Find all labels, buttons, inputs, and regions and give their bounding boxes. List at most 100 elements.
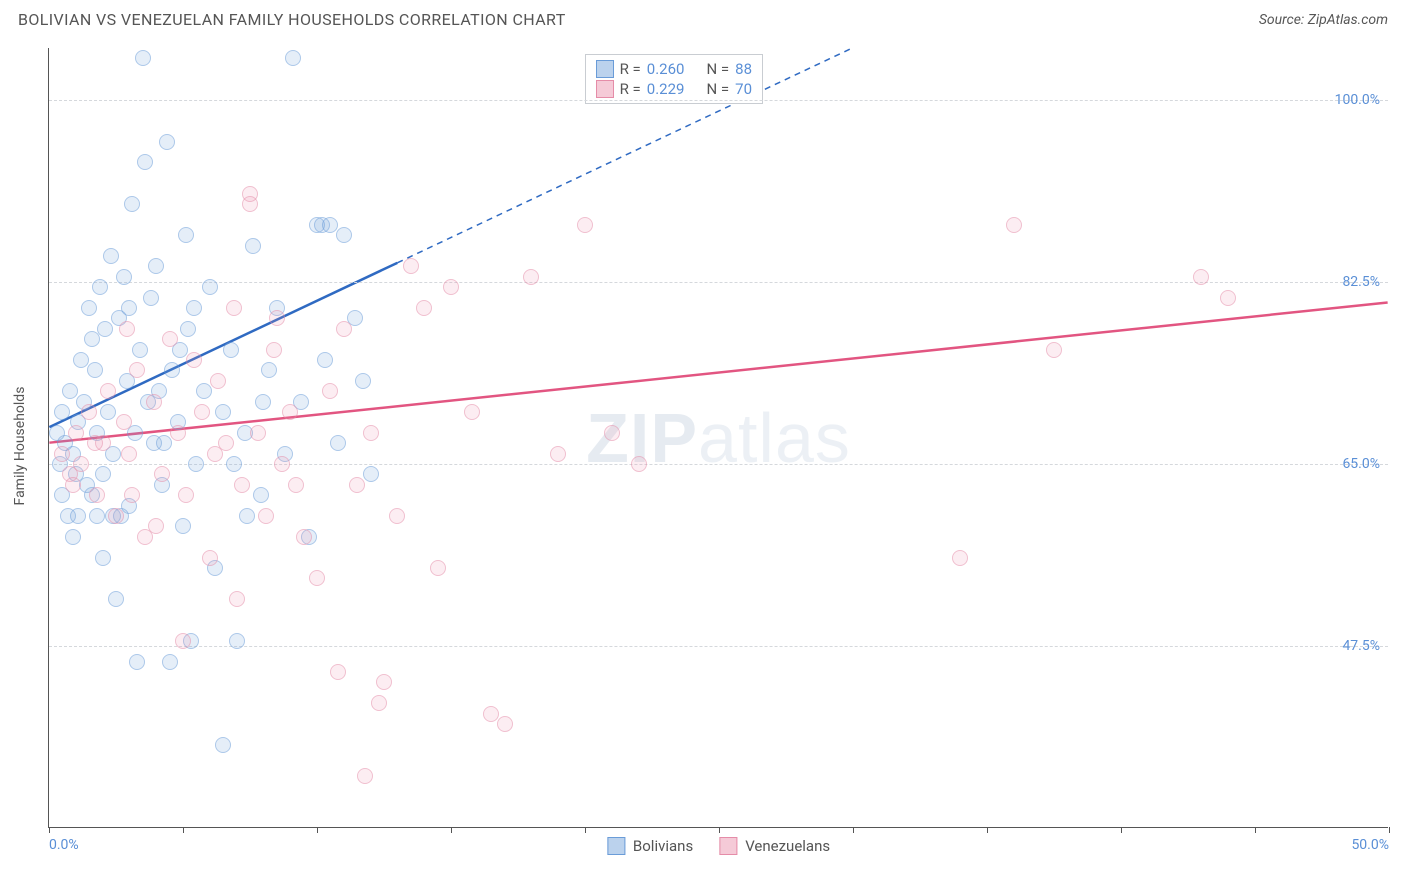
data-point-blue: [330, 435, 346, 451]
data-point-pink: [73, 456, 89, 472]
data-point-blue: [215, 737, 231, 753]
x-tick-mark: [451, 827, 452, 833]
x-tick-label: 0.0%: [49, 837, 79, 853]
data-point-pink: [89, 487, 105, 503]
swatch-pink-icon: [719, 837, 737, 855]
x-tick-mark: [1255, 827, 1256, 833]
x-tick-mark: [1389, 827, 1390, 833]
data-point-pink: [121, 446, 137, 462]
scatter-chart: ZIPatlas R = 0.260 N = 88 R = 0.229 N = …: [48, 48, 1388, 828]
n-value: 70: [735, 80, 752, 98]
data-point-pink: [1220, 290, 1236, 306]
data-point-pink: [604, 425, 620, 441]
data-point-blue: [70, 508, 86, 524]
data-point-pink: [250, 425, 266, 441]
data-point-pink: [202, 550, 218, 566]
data-point-blue: [81, 300, 97, 316]
data-point-pink: [178, 487, 194, 503]
data-point-pink: [100, 383, 116, 399]
legend-label: Venezuelans: [745, 837, 830, 855]
data-point-blue: [87, 362, 103, 378]
data-point-blue: [285, 50, 301, 66]
data-point-blue: [178, 227, 194, 243]
data-point-blue: [108, 591, 124, 607]
data-point-blue: [129, 654, 145, 670]
x-tick-mark: [719, 827, 720, 833]
data-point-pink: [234, 477, 250, 493]
n-label: N =: [706, 80, 729, 98]
data-point-pink: [349, 477, 365, 493]
data-point-blue: [196, 383, 212, 399]
y-tick-label: 47.5%: [1342, 638, 1380, 654]
data-point-blue: [215, 404, 231, 420]
data-point-blue: [124, 196, 140, 212]
data-point-pink: [124, 487, 140, 503]
data-point-blue: [164, 362, 180, 378]
data-point-pink: [309, 570, 325, 586]
data-point-pink: [336, 321, 352, 337]
x-tick-mark: [183, 827, 184, 833]
data-point-pink: [631, 456, 647, 472]
data-point-blue: [95, 550, 111, 566]
data-point-blue: [137, 154, 153, 170]
data-point-pink: [207, 446, 223, 462]
data-point-pink: [523, 269, 539, 285]
y-tick-label: 65.0%: [1342, 456, 1380, 472]
data-point-blue: [336, 227, 352, 243]
data-point-pink: [464, 404, 480, 420]
data-point-pink: [416, 300, 432, 316]
data-point-pink: [87, 435, 103, 451]
data-point-pink: [357, 768, 373, 784]
data-point-pink: [65, 477, 81, 493]
data-point-pink: [148, 518, 164, 534]
data-point-pink: [363, 425, 379, 441]
data-point-pink: [269, 310, 285, 326]
r-label: R =: [620, 60, 641, 78]
n-value: 88: [735, 60, 752, 78]
source-name: ZipAtlas.com: [1308, 12, 1388, 28]
gridline: [49, 464, 1388, 465]
data-point-blue: [132, 342, 148, 358]
data-point-pink: [371, 695, 387, 711]
data-point-pink: [175, 633, 191, 649]
data-point-blue: [135, 50, 151, 66]
data-point-pink: [443, 279, 459, 295]
r-label: R =: [620, 80, 641, 98]
x-tick-mark: [49, 827, 50, 833]
data-point-blue: [317, 352, 333, 368]
data-point-pink: [330, 664, 346, 680]
data-point-pink: [322, 383, 338, 399]
data-point-pink: [952, 550, 968, 566]
r-value: 0.229: [647, 80, 685, 98]
y-tick-label: 100.0%: [1335, 92, 1380, 108]
data-point-blue: [156, 435, 172, 451]
data-point-blue: [245, 238, 261, 254]
stats-row-blue: R = 0.260 N = 88: [590, 59, 758, 79]
data-point-blue: [162, 654, 178, 670]
data-point-pink: [194, 404, 210, 420]
data-point-blue: [100, 404, 116, 420]
data-point-blue: [143, 290, 159, 306]
data-point-blue: [355, 373, 371, 389]
source-prefix: Source:: [1259, 12, 1308, 28]
legend-item-blue: Bolivians: [607, 837, 693, 855]
gridline: [49, 646, 1388, 647]
data-point-pink: [550, 446, 566, 462]
data-point-blue: [226, 456, 242, 472]
data-point-blue: [363, 466, 379, 482]
data-point-pink: [242, 186, 258, 202]
swatch-pink-icon: [596, 80, 614, 98]
chart-header: BOLIVIAN VS VENEZUELAN FAMILY HOUSEHOLDS…: [0, 0, 1406, 37]
data-point-blue: [188, 456, 204, 472]
r-value: 0.260: [647, 60, 685, 78]
y-axis-label: Family Households: [12, 387, 28, 506]
data-point-blue: [65, 529, 81, 545]
data-point-pink: [226, 300, 242, 316]
data-point-blue: [180, 321, 196, 337]
y-tick-label: 82.5%: [1342, 274, 1380, 290]
data-point-pink: [266, 342, 282, 358]
data-point-blue: [103, 248, 119, 264]
data-point-pink: [258, 508, 274, 524]
series-legend: Bolivians Venezuelans: [607, 837, 830, 855]
data-point-blue: [121, 300, 137, 316]
